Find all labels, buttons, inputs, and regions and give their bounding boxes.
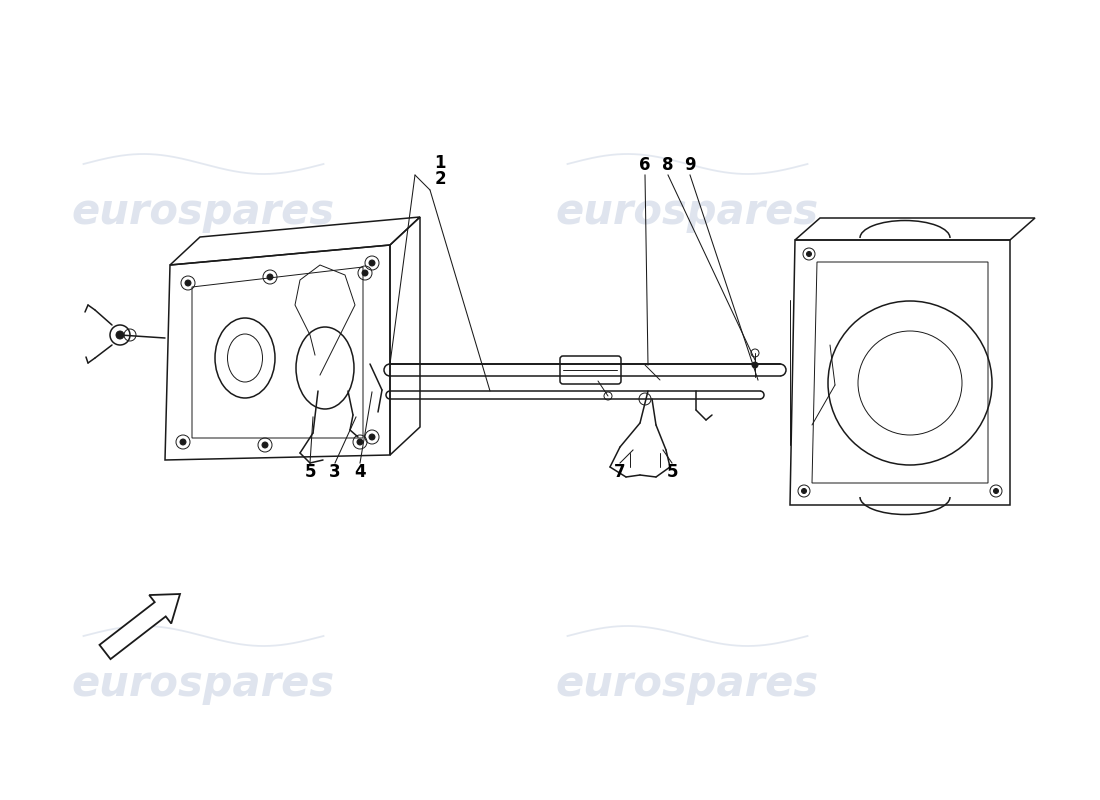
Circle shape [368,260,375,266]
Text: 4: 4 [354,463,366,481]
Circle shape [368,434,375,440]
Circle shape [806,251,812,257]
Text: 6: 6 [639,156,651,174]
Circle shape [116,331,124,339]
Circle shape [185,280,191,286]
Text: 9: 9 [684,156,696,174]
Text: eurospares: eurospares [556,191,820,233]
Text: eurospares: eurospares [556,663,820,705]
Circle shape [267,274,273,280]
Circle shape [180,439,186,445]
Circle shape [802,489,806,494]
Text: 8: 8 [662,156,673,174]
Text: 2: 2 [434,170,446,188]
FancyArrow shape [99,594,180,659]
Text: eurospares: eurospares [72,663,336,705]
Text: 5: 5 [305,463,316,481]
Text: eurospares: eurospares [72,191,336,233]
Text: 7: 7 [614,463,626,481]
Text: 3: 3 [329,463,341,481]
Circle shape [752,362,758,368]
Circle shape [262,442,268,448]
Circle shape [362,270,369,276]
Text: 1: 1 [434,154,446,172]
Circle shape [358,439,363,445]
Circle shape [993,489,999,494]
Text: 5: 5 [667,463,678,481]
